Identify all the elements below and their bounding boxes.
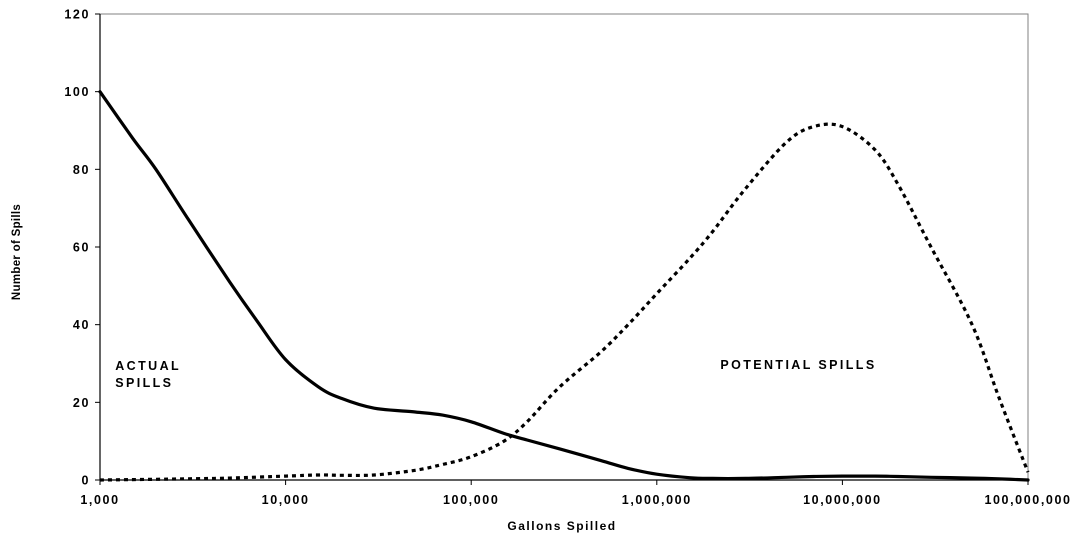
plot-area-border: [99, 13, 1029, 481]
actual-spills-line: [98, 90, 1030, 482]
potential-spills-annotation: POTENTIAL SPILLS: [720, 358, 876, 372]
y-tick-label: 40: [73, 318, 90, 332]
y-tick-label: 0: [81, 474, 90, 488]
x-tick-label: 100,000: [443, 493, 499, 507]
axes: [99, 13, 1029, 481]
y-axis-title: Number of Spills: [11, 204, 23, 300]
x-tick-label: 1,000: [80, 493, 119, 507]
annotation-line: POTENTIAL SPILLS: [720, 358, 876, 372]
x-axis-title: Gallons Spilled: [507, 519, 616, 533]
x-axis-ticks: 1,000 10,000 100,000 1,000,000 10,000,000 100…: [80, 480, 1071, 507]
potential-spills-line: [99, 122, 1030, 482]
x-tick-label: 1,000,000: [622, 493, 692, 507]
y-tick-label: 100: [64, 85, 90, 99]
x-tick-label: 10,000: [262, 493, 310, 507]
annotation-line: SPILLS: [115, 376, 173, 390]
y-tick-label: 80: [73, 163, 90, 177]
y-tick-label: 60: [73, 241, 90, 255]
actual-spills-annotation: ACTUAL SPILLS: [115, 359, 181, 390]
y-tick-label: 120: [64, 8, 90, 22]
annotation-line: ACTUAL: [115, 359, 181, 373]
annotations: ACTUAL SPILLS POTENTIAL SPILLS: [115, 358, 876, 390]
x-tick-label: 10,000,000: [803, 493, 882, 507]
y-tick-label: 20: [73, 396, 90, 410]
y-axis-ticks: 0 20 40 60 80 100 120: [64, 8, 100, 488]
x-tick-label: 100,000,000: [984, 493, 1071, 507]
plot-series: [98, 90, 1030, 482]
